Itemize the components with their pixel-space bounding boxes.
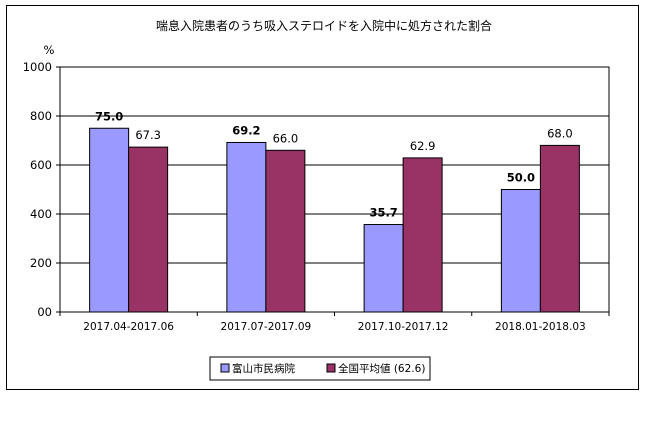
bar-hospital-1 — [226, 141, 267, 313]
y-tick-label: 00 — [37, 305, 52, 319]
x-tick-label: 2017.04-2017.06 — [83, 321, 174, 333]
axes: 00 200 400 600 800 1000 2017.04-2017.06 2017.07… — [23, 60, 610, 333]
y-tick-label: 1000 — [23, 60, 52, 74]
x-tick-label: 2017.07-2017.09 — [221, 321, 312, 333]
legend-label-national: 全国平均値 (62.6) — [338, 362, 425, 375]
data-label: 35.7 — [369, 206, 397, 220]
y-tick-label: 200 — [30, 256, 52, 270]
y-tick-label: 400 — [30, 207, 52, 221]
data-labels: 75.0 67.3 69.2 66.0 35.7 62.9 50.0 68.0 — [95, 109, 573, 219]
y-axis-label: % — [44, 43, 55, 57]
legend-label-hospital: 富山市民病院 — [232, 362, 295, 375]
bar-national-3 — [539, 144, 580, 313]
bar-hospital-2 — [363, 224, 404, 313]
bar-national-2 — [402, 157, 443, 313]
legend-swatch-national — [326, 363, 336, 373]
chart-frame: 喘息入院患者のうち吸入ステロイドを入院中に処方された割合 % 00 200 400 6… — [6, 5, 639, 390]
bar-national-0 — [128, 146, 169, 313]
legend: 富山市民病院 全国平均値 (62.6) — [209, 356, 431, 381]
data-label: 50.0 — [507, 171, 535, 185]
data-label: 75.0 — [95, 109, 123, 123]
x-tick-label: 2018.01-2018.03 — [495, 321, 586, 333]
legend-box — [209, 356, 431, 381]
data-label: 68.0 — [547, 126, 573, 140]
bar-hospital-3 — [500, 189, 541, 313]
bars — [89, 127, 580, 313]
bar-national-1 — [265, 149, 306, 313]
y-tick-label: 800 — [30, 109, 52, 123]
data-label: 66.0 — [273, 131, 299, 145]
data-label: 62.9 — [410, 139, 436, 153]
data-label: 69.2 — [232, 123, 260, 137]
chart-title: 喘息入院患者のうち吸入ステロイドを入院中に処方された割合 — [156, 18, 492, 33]
data-label: 67.3 — [135, 128, 161, 142]
y-tick-label: 600 — [30, 158, 52, 172]
legend-swatch-hospital — [220, 363, 230, 373]
bar-chart: 喘息入院患者のうち吸入ステロイドを入院中に処方された割合 % 00 200 400 6… — [23, 18, 610, 381]
x-tick-label: 2017.10-2017.12 — [358, 321, 449, 333]
bar-hospital-0 — [89, 127, 130, 313]
